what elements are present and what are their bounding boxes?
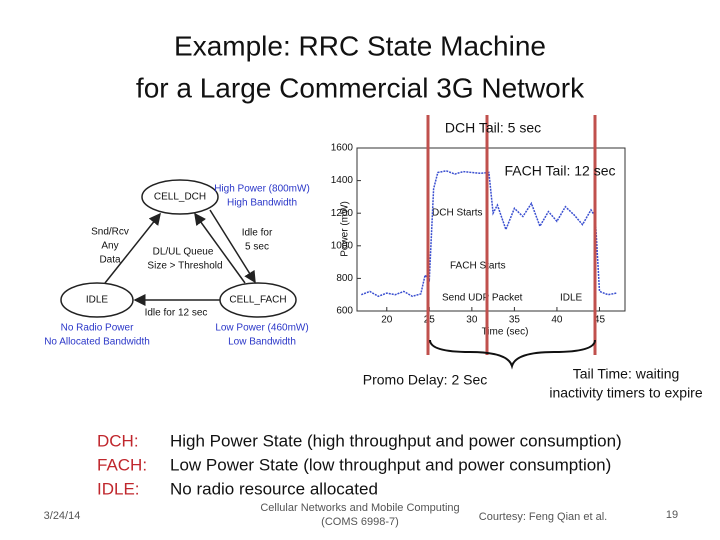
definition-term: FACH: xyxy=(97,455,147,474)
arrow xyxy=(209,209,256,284)
brace xyxy=(429,339,596,370)
x-tick-label: 45 xyxy=(594,315,606,326)
transition-label: Idle for 12 sec xyxy=(145,308,208,319)
x-tick-label: 25 xyxy=(424,315,436,326)
state-info: Low Power (460mW) xyxy=(215,323,308,334)
page-number: 19 xyxy=(666,509,678,521)
footer-course: Cellular Networks and Mobile Computing xyxy=(260,502,459,514)
state-label: CELL_FACH xyxy=(229,295,286,306)
definition-term: DCH: xyxy=(97,431,139,450)
arrow xyxy=(194,212,246,284)
state-info: No Allocated Bandwidth xyxy=(44,337,150,348)
tail-markers xyxy=(426,115,597,355)
callout: inactivity timers to expire xyxy=(549,385,702,401)
x-tick-label: 30 xyxy=(466,315,478,326)
callout: Promo Delay: 2 Sec xyxy=(363,372,488,388)
state-info: No Radio Power xyxy=(61,323,134,334)
x-tick-label: 40 xyxy=(551,315,563,326)
y-tick-label: 800 xyxy=(336,273,353,284)
x-tick-label: 20 xyxy=(381,315,393,326)
y-tick-label: 1000 xyxy=(331,240,354,251)
transition-label: Idle for xyxy=(242,228,273,239)
callout: Tail Time: waiting xyxy=(573,366,680,382)
y-tick-label: 600 xyxy=(336,306,353,317)
definition-text: High Power State (high throughput and po… xyxy=(170,431,622,450)
state-info: Low Bandwidth xyxy=(228,337,296,348)
state-label: IDLE xyxy=(86,295,109,306)
state-diagram xyxy=(60,179,297,318)
plot-annotation: FACH Starts xyxy=(450,261,506,272)
transition-label: Data xyxy=(99,255,121,266)
plot-frame xyxy=(356,147,626,312)
transition-label: DL/UL Queue xyxy=(153,247,214,258)
footer-courtesy: Courtesy: Feng Qian et al. xyxy=(479,511,607,523)
state xyxy=(60,282,134,318)
state-label: CELL_DCH xyxy=(154,192,206,203)
transition-label: Snd/Rcv xyxy=(91,227,129,238)
power-trace xyxy=(361,170,617,298)
state-info: High Bandwidth xyxy=(227,198,297,209)
plot-annotation: Send UDP Packet xyxy=(442,293,523,304)
title: for a Large Commercial 3G Network xyxy=(136,72,585,103)
y-tick-label: 1200 xyxy=(331,208,354,219)
title: Example: RRC State Machine xyxy=(174,30,546,61)
state xyxy=(141,179,219,215)
transition-label: 5 sec xyxy=(245,242,269,253)
footer-course: (COMS 6998-7) xyxy=(321,516,399,528)
y-tick-label: 1400 xyxy=(331,175,354,186)
definition-term: IDLE: xyxy=(97,479,140,498)
arrow xyxy=(104,212,161,284)
state-info: High Power (800mW) xyxy=(214,184,310,195)
plot-annotation: DCH Starts xyxy=(432,208,483,219)
power-plot: Power (mW) Time (sec) DCH Starts FACH St… xyxy=(331,143,626,338)
callout: FACH Tail: 12 sec xyxy=(504,163,615,179)
y-axis-label: Power (mW) xyxy=(340,201,351,257)
x-tick-label: 35 xyxy=(509,315,521,326)
y-tick-label: 1600 xyxy=(331,143,354,154)
callout: DCH Tail: 5 sec xyxy=(445,120,541,136)
transition-label: Any xyxy=(101,241,118,252)
transition-label: Size > Threshold xyxy=(147,261,222,272)
definition-text: No radio resource allocated xyxy=(170,479,378,498)
definition-text: Low Power State (low throughput and powe… xyxy=(170,455,611,474)
plot-annotation: IDLE xyxy=(560,293,583,304)
x-axis-label: Time (sec) xyxy=(482,327,529,338)
footer-date: 3/24/14 xyxy=(44,510,81,522)
